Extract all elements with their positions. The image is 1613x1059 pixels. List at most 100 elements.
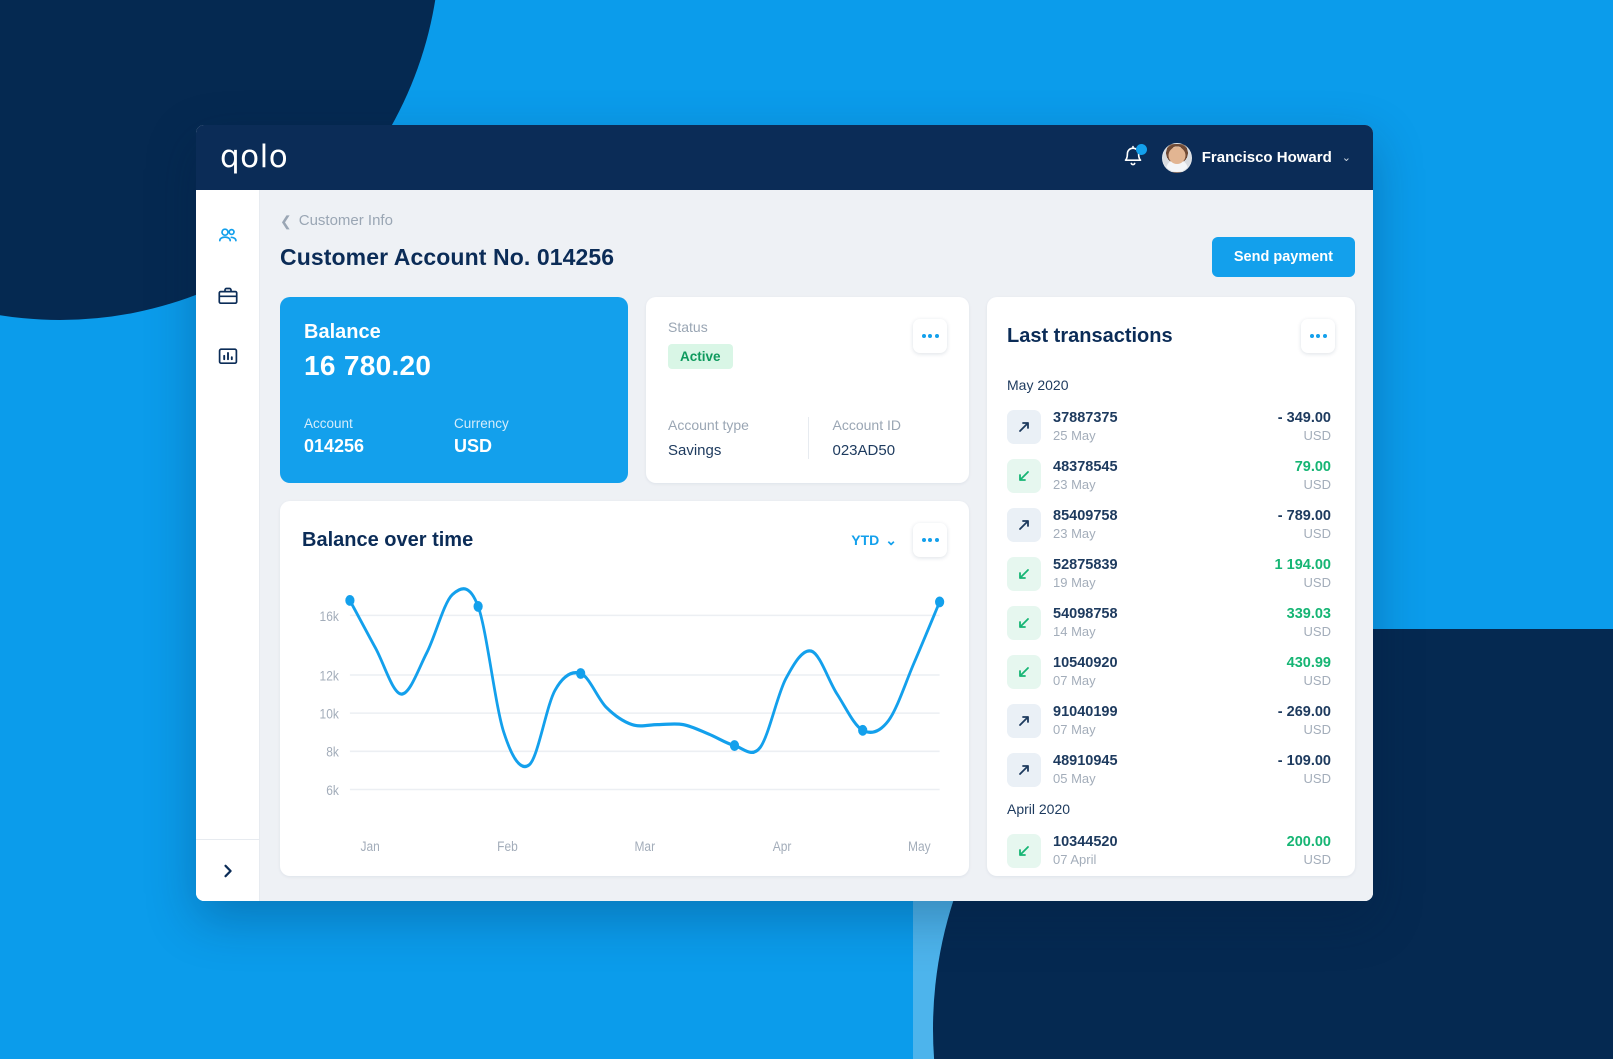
chart-y-tick-label: 16k bbox=[320, 608, 340, 624]
kebab-dot bbox=[921, 334, 926, 338]
chart-data-point[interactable] bbox=[935, 596, 945, 608]
transaction-info: 10344520 07 April bbox=[1053, 833, 1118, 870]
chart-x-tick-label: Feb bbox=[497, 838, 518, 854]
transaction-currency: USD bbox=[1303, 477, 1331, 493]
status-label: Status bbox=[668, 319, 708, 335]
last-transactions-card: Last transactions May 2020 37887375 25 May… bbox=[987, 297, 1355, 876]
transaction-amount: - 349.00 bbox=[1277, 410, 1331, 426]
chart-data-point[interactable] bbox=[473, 600, 483, 612]
notifications-button[interactable] bbox=[1122, 143, 1147, 171]
sidebar-item-customers[interactable] bbox=[206, 214, 250, 258]
transactions-month-header: April 2020 bbox=[1007, 800, 1071, 817]
transaction-amount-block: 339.03 USD bbox=[1287, 605, 1331, 642]
balance-currency-block: Currency USD bbox=[454, 416, 604, 457]
arrow-down-left-icon bbox=[1019, 667, 1029, 678]
arrow-up-right-icon bbox=[1019, 716, 1029, 727]
chart-gridlines bbox=[349, 614, 940, 791]
breadcrumb[interactable]: ❮ Customer Info bbox=[280, 212, 393, 229]
transaction-row[interactable]: 54098758 14 May 339.03 USD bbox=[1007, 599, 1331, 648]
app-body: ❮ Customer Info Customer Account No. 014… bbox=[196, 190, 1373, 901]
transaction-currency: USD bbox=[1303, 575, 1331, 591]
transaction-id: 10344520 bbox=[1053, 833, 1118, 850]
transaction-row[interactable]: 52875839 19 May 1 194.00 USD bbox=[1007, 550, 1331, 599]
kebab-dot bbox=[1322, 334, 1327, 338]
transaction-currency: USD bbox=[1303, 770, 1331, 786]
transaction-amount: - 269.00 bbox=[1277, 703, 1331, 720]
send-payment-button[interactable]: Send payment bbox=[1211, 237, 1355, 277]
transaction-currency: USD bbox=[1303, 526, 1331, 542]
transaction-info: 85409758 23 May bbox=[1053, 507, 1118, 544]
topbar-right-cluster: Francisco Howard ⌄ bbox=[1122, 142, 1351, 173]
transaction-direction-badge bbox=[1007, 753, 1041, 788]
status-card-top: Status Active bbox=[668, 319, 947, 369]
kebab-dot bbox=[1316, 334, 1320, 338]
chart-data-point[interactable] bbox=[576, 668, 586, 679]
currency-value: USD bbox=[454, 436, 493, 456]
transaction-direction-badge bbox=[1007, 557, 1041, 592]
transaction-row[interactable]: 37887375 25 May - 349.00 USD bbox=[1007, 403, 1331, 452]
chart-range-select[interactable]: YTD ⌄ bbox=[851, 532, 897, 549]
chart-range-value: YTD bbox=[851, 532, 880, 548]
breadcrumb-label: Customer Info bbox=[298, 212, 393, 229]
chart-x-axis-labels: Jan Feb Mar Apr May bbox=[361, 838, 932, 854]
avatar bbox=[1161, 142, 1192, 173]
transaction-id: 37887375 bbox=[1053, 410, 1118, 426]
account-type-value: Savings bbox=[668, 442, 722, 459]
chevron-right-icon bbox=[223, 864, 232, 877]
chart-y-tick-label: 6k bbox=[326, 782, 339, 798]
account-id-label: Account ID bbox=[832, 417, 901, 433]
sidebar-item-business[interactable] bbox=[206, 274, 250, 318]
status-card-menu-button[interactable] bbox=[913, 319, 947, 353]
transaction-amount-block: - 349.00 USD bbox=[1278, 409, 1331, 446]
transaction-direction-badge bbox=[1007, 508, 1041, 543]
transaction-date: 14 May bbox=[1053, 624, 1096, 639]
chart-data-points bbox=[345, 595, 945, 752]
transaction-id: 85409758 bbox=[1053, 507, 1118, 524]
chart-data-point[interactable] bbox=[858, 724, 868, 736]
arrow-up-right-icon bbox=[1019, 422, 1029, 433]
transaction-amount: 430.99 bbox=[1286, 654, 1331, 671]
transactions-menu-button[interactable] bbox=[1301, 319, 1335, 353]
transaction-row[interactable]: 10540920 07 May 430.99 USD bbox=[1007, 648, 1331, 697]
transaction-row[interactable]: 48910945 05 May - 109.00 USD bbox=[1007, 746, 1331, 795]
chart-y-tick-label: 10k bbox=[320, 706, 340, 722]
user-menu[interactable]: Francisco Howard ⌄ bbox=[1161, 142, 1351, 173]
app-logo[interactable]: qolo bbox=[220, 139, 289, 175]
transaction-date: 19 May bbox=[1053, 575, 1096, 591]
chart-plot-area: 16k 12k 10k 8k 6k Jan Feb Mar Apr May bbox=[302, 567, 947, 860]
chart-x-tick-label: Mar bbox=[634, 838, 655, 854]
transaction-info: 37887375 25 May bbox=[1053, 409, 1118, 446]
line-chart: 16k 12k 10k 8k 6k Jan Feb Mar Apr May bbox=[320, 587, 945, 854]
transaction-currency: USD bbox=[1303, 672, 1331, 688]
transaction-row[interactable]: 91040199 07 May - 269.00 USD bbox=[1007, 697, 1331, 746]
page-header: Customer Account No. 014256 Send payment bbox=[280, 237, 1355, 277]
sidebar-item-reports[interactable] bbox=[206, 334, 250, 378]
transaction-info: 48910945 05 May bbox=[1053, 752, 1118, 789]
account-id-field: Account ID 023AD50 bbox=[807, 417, 948, 459]
transactions-header: Last transactions bbox=[1007, 319, 1335, 353]
users-icon bbox=[218, 228, 237, 242]
transaction-row[interactable]: 85409758 23 May - 789.00 USD bbox=[1007, 501, 1331, 550]
chart-header: Balance over time YTD ⌄ bbox=[302, 523, 947, 557]
chart-data-point[interactable] bbox=[729, 740, 740, 752]
sidebar-expand-button[interactable] bbox=[196, 839, 259, 901]
chart-menu-button[interactable] bbox=[913, 523, 947, 557]
transaction-amount: 1 194.00 bbox=[1274, 556, 1331, 573]
app-window: qolo Francisco Howard ⌄ bbox=[196, 125, 1373, 901]
transaction-row[interactable]: 48378545 23 May 79.00 USD bbox=[1007, 452, 1331, 501]
transaction-direction-badge bbox=[1007, 459, 1041, 494]
transaction-direction-badge bbox=[1007, 655, 1041, 690]
transaction-amount: - 109.00 bbox=[1277, 752, 1331, 769]
chart-data-point[interactable] bbox=[345, 595, 355, 606]
balance-amount: 16 780.20 bbox=[304, 350, 432, 381]
transaction-amount-block: 430.99 USD bbox=[1287, 654, 1331, 691]
chart-x-tick-label: May bbox=[908, 838, 931, 854]
kebab-dot bbox=[934, 538, 939, 542]
transaction-row[interactable]: 10344520 07 April 200.00 USD bbox=[1007, 827, 1331, 876]
transaction-info: 91040199 07 May bbox=[1053, 703, 1118, 740]
transactions-list[interactable]: May 2020 37887375 25 May - 349.00 USD 4837854… bbox=[1007, 371, 1335, 876]
transaction-info: 52875839 19 May bbox=[1053, 556, 1118, 593]
top-navigation-bar: qolo Francisco Howard ⌄ bbox=[196, 125, 1373, 190]
dashboard-grid: Balance 16 780.20 Account 014256 Currenc… bbox=[280, 297, 1355, 876]
transaction-amount-block: - 109.00 USD bbox=[1278, 752, 1331, 789]
